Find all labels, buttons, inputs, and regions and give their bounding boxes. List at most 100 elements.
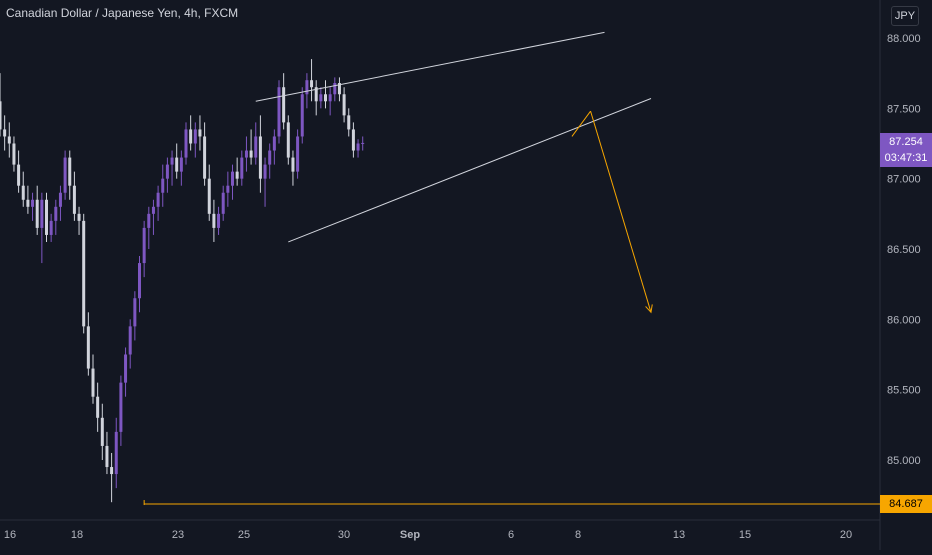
candle-body [249, 150, 253, 158]
candle-body [337, 83, 341, 95]
candle-body [0, 101, 2, 130]
candle [337, 77, 341, 102]
time-tick-label: 13 [673, 529, 685, 541]
candle [244, 136, 248, 172]
candle [110, 452, 114, 503]
currency-label[interactable]: JPY [891, 6, 919, 26]
time-tick-label: 18 [71, 529, 83, 541]
channel-lower-line[interactable] [288, 98, 652, 243]
candle-body [189, 129, 193, 144]
candle [249, 129, 253, 165]
candle-body [156, 192, 160, 207]
candle [91, 354, 95, 404]
candle [296, 129, 300, 179]
projection-up-line[interactable] [571, 110, 591, 137]
projection-down-line[interactable] [590, 111, 652, 313]
candle [63, 150, 67, 200]
candle [12, 136, 16, 172]
candle [217, 206, 221, 235]
candle-body [314, 87, 318, 102]
candle-body [324, 94, 327, 102]
candle [179, 150, 183, 186]
candle-body [151, 206, 155, 214]
price-tick-label: 85.500 [887, 385, 921, 397]
candle-body [72, 185, 76, 214]
time-tick-label: 20 [840, 529, 852, 541]
candle [156, 185, 160, 221]
candle-body [114, 431, 118, 475]
candle-body [198, 129, 202, 137]
candle-body [170, 157, 174, 165]
candle-body [138, 263, 141, 299]
candle-body [300, 94, 304, 137]
candle-body [291, 157, 295, 172]
candle-body [244, 150, 248, 158]
candle [17, 150, 21, 193]
channel-upper-line[interactable] [255, 31, 605, 102]
candle-body [235, 171, 239, 179]
candle [49, 213, 53, 242]
time-tick-label: 15 [739, 529, 751, 541]
candle-body [7, 136, 11, 144]
candle-body [12, 143, 16, 165]
candle [3, 115, 7, 151]
candle-body [26, 199, 30, 207]
candle-body [105, 445, 109, 468]
candle-body [328, 94, 332, 102]
candle [105, 431, 109, 475]
candle [272, 129, 276, 165]
candle-body [124, 354, 128, 383]
price-tick-label: 87.500 [887, 103, 921, 115]
candle-body [86, 326, 90, 369]
candle [333, 77, 337, 102]
time-tick-label: 6 [508, 529, 514, 541]
candle [26, 185, 30, 214]
price-tick-label: 85.000 [887, 455, 921, 467]
candle [68, 150, 72, 200]
candles-layer [0, 59, 365, 503]
candle [351, 122, 355, 158]
candle [86, 312, 90, 376]
time-tick-label: 30 [338, 529, 350, 541]
candle-body [351, 129, 355, 151]
time-axis[interactable]: 16 18 23 25 30 Sep 6 8 13 15 20 [4, 529, 852, 541]
candle-body [21, 185, 25, 200]
candle-body [356, 143, 360, 151]
candle [347, 108, 351, 137]
candle-body [207, 178, 211, 214]
bar-countdown: 03:47:31 [884, 152, 928, 164]
candle-body [175, 157, 179, 172]
candle [124, 347, 128, 397]
candle [7, 122, 11, 158]
candle-body [319, 94, 323, 102]
candle [35, 185, 39, 235]
candle [268, 143, 272, 179]
drawings-layer [143, 31, 880, 506]
candle [147, 206, 151, 249]
price-tick-label: 88.000 [887, 33, 921, 45]
candle-body [226, 185, 230, 193]
candle [128, 319, 132, 369]
candle-body [254, 136, 258, 158]
candle-body [3, 129, 7, 137]
candle-body [277, 87, 281, 137]
candle [151, 199, 155, 235]
candle [324, 80, 327, 109]
candle-body [272, 136, 276, 151]
candle [342, 87, 346, 123]
candle [82, 213, 86, 334]
candle-body [258, 136, 262, 179]
candle [133, 291, 137, 341]
candle-body [268, 150, 272, 165]
candle [58, 185, 62, 221]
candle-body [110, 467, 114, 475]
candle-body [263, 164, 267, 179]
price-axis[interactable]: 88.000 87.500 87.000 86.500 86.000 85.500 85.0… [887, 33, 921, 467]
candle [189, 115, 193, 151]
candle-body [91, 368, 95, 397]
symbol-title[interactable]: Canadian Dollar / Japanese Yen, 4h, FXCM [6, 6, 239, 20]
current-price-value: 87.254 [889, 136, 923, 148]
